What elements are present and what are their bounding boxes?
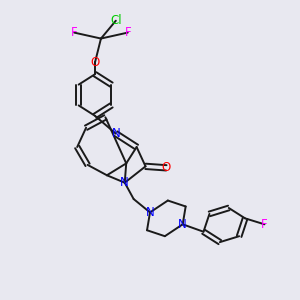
Text: F: F (124, 26, 131, 39)
Text: N: N (146, 206, 154, 219)
Text: Cl: Cl (110, 14, 122, 27)
Text: F: F (71, 26, 77, 39)
Text: N: N (178, 218, 187, 231)
Text: O: O (162, 161, 171, 174)
Text: F: F (261, 218, 268, 231)
Text: N: N (111, 127, 120, 140)
Text: O: O (90, 56, 100, 69)
Text: N: N (120, 176, 129, 189)
